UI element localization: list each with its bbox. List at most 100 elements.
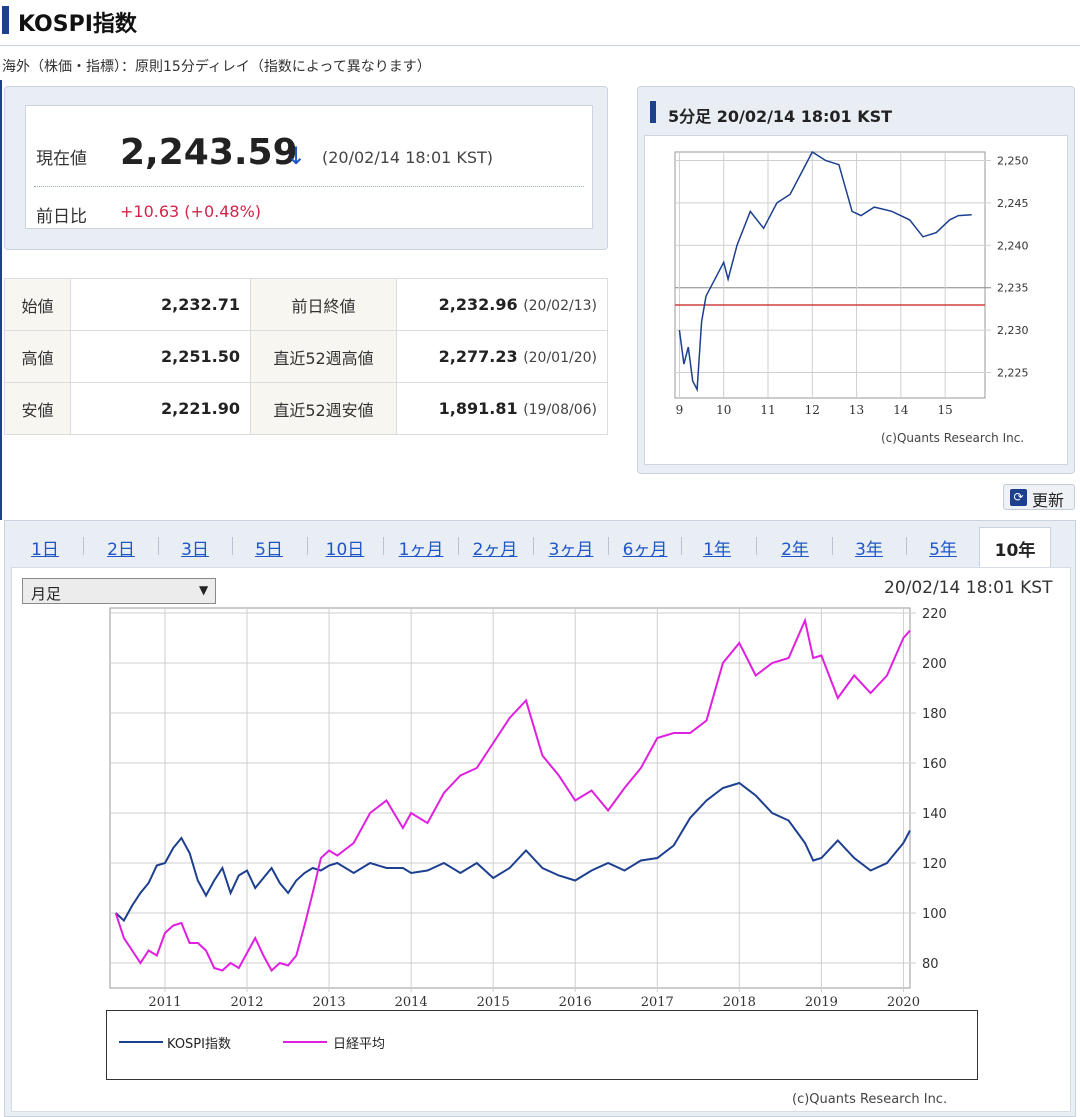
stat-date: (19/08/06): [523, 402, 597, 418]
x-tick-label: 2016: [559, 995, 592, 1010]
price-box: 現在値 2,243.59 ↓ (20/02/14 18:01 KST) 前日比 …: [25, 105, 593, 229]
x-tick-label: 2017: [641, 995, 674, 1010]
y-tick-label: 120: [922, 857, 947, 872]
x-tick-label: 2019: [805, 995, 838, 1010]
period-chart-area: 1日 2日 3日 5日 10日 1ヶ月 2ヶ月 3ヶ月 6ヶ月 1年 2年 3年 5年 10年 80 100…: [4, 520, 1076, 1117]
table-row: 始値 2,232.71 前日終値 2,232.96 (20/02/13): [4, 278, 608, 331]
y-tick-label: 220: [922, 607, 947, 622]
intraday-chart: 2,250 2,245 2,240 2,235 2,230 2,225 9 10 11 12 13 1…: [644, 135, 1068, 465]
tab-separator: [681, 537, 682, 555]
stat-date: (20/02/13): [523, 298, 597, 314]
chart-timestamp: 20/02/14 18:01 KST: [884, 578, 1053, 598]
legend-swatch-nikkei: [283, 1041, 327, 1043]
legend-label-nikkei: 日経平均: [333, 1037, 386, 1052]
x-tick-label: 2018: [723, 995, 756, 1010]
tab-separator: [307, 537, 308, 555]
tab-separator: [756, 537, 757, 555]
refresh-label: 更新: [1032, 491, 1065, 510]
stats-table: 始値 2,232.71 前日終値 2,232.96 (20/02/13) 高値 …: [4, 278, 608, 435]
stat-label-open: 始値: [4, 278, 71, 331]
refresh-button[interactable]: ⟳ 更新: [1003, 484, 1075, 510]
current-price-label: 現在値: [36, 149, 87, 169]
y-tick-label: 200: [922, 657, 947, 672]
chart-legend: KOSPI指数 日経平均: [106, 1010, 978, 1080]
mini-x-tick: 14: [893, 403, 909, 417]
mini-plot-frame: [674, 151, 986, 399]
legend-swatch-kospi: [119, 1041, 163, 1043]
tab-1[interactable]: 1日: [31, 540, 59, 560]
chart-credit: (c)Quants Research Inc.: [792, 1092, 948, 1107]
tab-separator: [832, 537, 833, 555]
mini-x-tick: 9: [676, 403, 684, 417]
stat-label-prev-close: 前日終値: [250, 278, 397, 331]
mini-y-tick: 2,245: [997, 197, 1029, 210]
tab-4[interactable]: 5日: [255, 540, 283, 560]
mini-x-tick: 12: [805, 403, 820, 417]
stat-value-high: 2,251.50: [70, 330, 251, 383]
title-marker: [2, 6, 9, 34]
mini-x-tick: 11: [760, 403, 775, 417]
stat-number: 2,232.96: [438, 295, 518, 314]
table-row: 安値 2,221.90 直近52週安値 1,891.81 (19/08/06): [4, 382, 608, 435]
mini-x-tick: 15: [938, 403, 953, 417]
y-tick-label: 180: [922, 707, 947, 722]
x-tick-label: 2020: [887, 995, 920, 1010]
stat-value-52w-high: 2,277.23 (20/01/20): [396, 330, 608, 383]
tab-6[interactable]: 1ヶ月: [398, 540, 444, 560]
delay-note: 海外（株価・指標）：原則15分ディレイ（指数によって異なります）: [2, 59, 431, 75]
mini-y-tick: 2,250: [997, 154, 1029, 167]
tab-12[interactable]: 3年: [855, 540, 883, 560]
stat-label-high: 高値: [4, 330, 71, 383]
tab-separator: [83, 537, 84, 555]
y-tick-label: 80: [922, 957, 939, 972]
stat-number: 2,277.23: [438, 347, 518, 366]
current-price-value: 2,243.59: [120, 132, 298, 173]
x-tick-label: 2015: [477, 995, 510, 1010]
page-header: KOSPI指数: [0, 0, 1080, 46]
mini-x-tick: 10: [716, 403, 731, 417]
tab-separator: [533, 537, 534, 555]
table-row: 高値 2,251.50 直近52週高値 2,277.23 (20/01/20): [4, 330, 608, 383]
mini-y-tick: 2,240: [997, 239, 1029, 252]
tab-2[interactable]: 2日: [107, 540, 135, 560]
dotted-divider: [34, 186, 584, 187]
mini-title-marker: [650, 101, 656, 123]
tab-9[interactable]: 6ヶ月: [622, 540, 668, 560]
current-price-time: (20/02/14 18:01 KST): [322, 148, 494, 167]
stat-label-52w-high: 直近52週高値: [250, 330, 397, 383]
price-panel: 現在値 2,243.59 ↓ (20/02/14 18:01 KST) 前日比 …: [4, 86, 608, 250]
x-tick-label: 2012: [230, 995, 263, 1010]
mini-x-tick: 13: [849, 403, 864, 417]
stat-value-prev-close: 2,232.96 (20/02/13): [396, 278, 608, 331]
tab-7[interactable]: 2ヶ月: [472, 540, 518, 560]
tab-5[interactable]: 10日: [325, 540, 365, 560]
legend-label-kospi: KOSPI指数: [167, 1037, 231, 1052]
interval-select[interactable]: 月足 ▼: [22, 578, 216, 604]
intraday-title: 5分足 20/02/14 18:01 KST: [668, 107, 893, 126]
tab-14[interactable]: 10年: [979, 527, 1051, 569]
mini-price-line: [678, 150, 972, 393]
stat-label-52w-low: 直近52週安値: [250, 382, 397, 435]
left-accent-rule: [0, 80, 2, 520]
change-value: +10.63 (+0.48%): [120, 202, 262, 221]
stat-value-52w-low: 1,891.81 (19/08/06): [396, 382, 608, 435]
mini-y-tick: 2,225: [997, 367, 1029, 380]
tab-8[interactable]: 3ヶ月: [548, 540, 594, 560]
stat-value-low: 2,221.90: [70, 382, 251, 435]
down-arrow-icon: ↓: [286, 142, 307, 170]
intraday-chart-svg: 2,250 2,245 2,240 2,235 2,230 2,225 9 10 11 12 13 1…: [674, 150, 1029, 445]
tab-separator: [383, 537, 384, 555]
tab-separator: [458, 537, 459, 555]
tab-separator: [608, 537, 609, 555]
tab-3[interactable]: 3日: [181, 540, 209, 560]
mini-y-tick: 2,230: [997, 324, 1029, 337]
tab-separator: [906, 537, 907, 555]
stat-label-low: 安値: [4, 382, 71, 435]
tab-13[interactable]: 5年: [929, 540, 957, 560]
stat-number: 1,891.81: [438, 399, 518, 418]
tab-10[interactable]: 1年: [703, 540, 731, 560]
mini-credit: (c)Quants Research Inc.: [881, 431, 1024, 445]
tab-11[interactable]: 2年: [781, 540, 809, 560]
series-line-2: [114, 617, 911, 973]
y-tick-label: 160: [922, 757, 947, 772]
